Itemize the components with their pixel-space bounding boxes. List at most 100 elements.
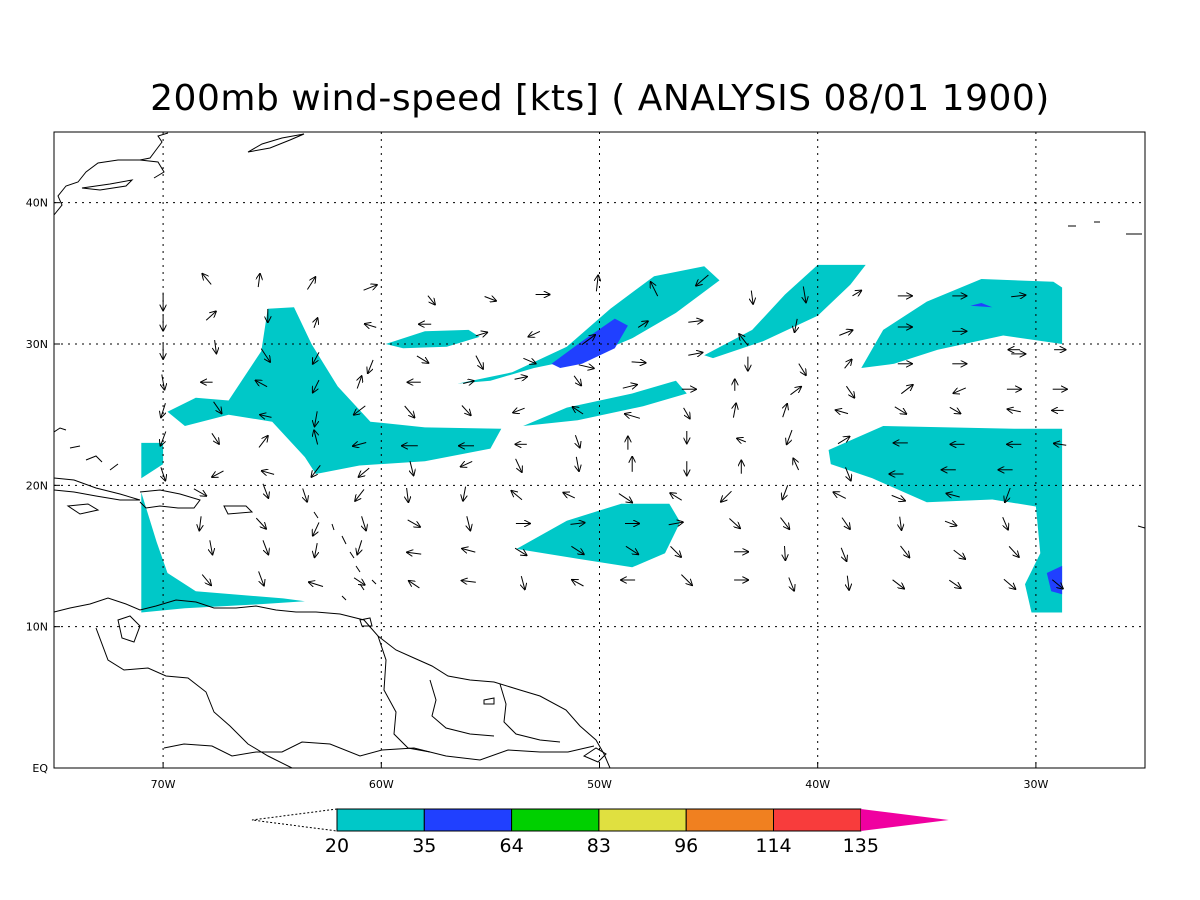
lon-tick-label: 60W (369, 778, 394, 791)
wind-vector (461, 581, 476, 583)
wind-vector (1003, 578, 1016, 589)
wind-vector (315, 543, 318, 557)
wind-vector (631, 362, 646, 363)
contour-35-64kt-1 (970, 303, 993, 308)
wind-vector (837, 437, 850, 445)
wind-vector (835, 410, 849, 414)
lat-tick-label: EQ (32, 762, 48, 775)
wind-vector (670, 493, 682, 501)
wind-vector (410, 461, 414, 475)
wind-vector (475, 355, 483, 370)
long-island (81, 179, 134, 191)
contour-20-35kt-1 (385, 329, 480, 349)
wind-vector (798, 363, 806, 376)
nova-scotia (247, 133, 305, 153)
wind-vector (670, 546, 682, 557)
wind-vector (212, 470, 224, 477)
wind-vector (353, 443, 367, 447)
wind-vector (622, 385, 637, 389)
wind-vector (404, 405, 415, 418)
wind-vector (618, 493, 633, 503)
wind-vector (306, 277, 315, 290)
wind-vectors (160, 274, 1067, 591)
wind-vector (949, 579, 961, 588)
wind-vector (839, 330, 853, 336)
brazil-border (163, 741, 595, 761)
contour-20-35kt-7 (516, 503, 681, 568)
wind-vector (625, 414, 641, 419)
wind-vector (1011, 295, 1025, 297)
wind-vector (358, 467, 370, 477)
wind-vector (262, 540, 268, 554)
wind-vector (161, 467, 166, 481)
wind-vector (262, 471, 275, 475)
wind-vector (845, 385, 854, 398)
wind-vector (953, 387, 966, 393)
wind-vector (894, 406, 907, 414)
wind-vector (255, 380, 268, 388)
colorbar-swatch (423, 808, 513, 832)
wind-vector (511, 491, 523, 501)
wind-vector (528, 330, 541, 336)
colorbar-swatch (336, 808, 425, 832)
lat-tick-label: 30N (26, 338, 48, 351)
wind-vector (1054, 443, 1067, 445)
us-east-coast (54, 132, 169, 216)
wind-vector (571, 545, 584, 554)
wind-vector (696, 274, 709, 286)
colorbar-swatch (598, 808, 687, 832)
coastlines (54, 132, 1145, 768)
wind-vector (1005, 487, 1011, 502)
wind-vector (729, 518, 740, 529)
colorbar-swatch (511, 808, 600, 832)
wind-vector (900, 545, 910, 558)
wind-vector (793, 458, 800, 471)
wind-vector (362, 516, 367, 530)
contour-35-64kt-0 (551, 318, 628, 368)
wind-vector (733, 403, 736, 418)
wind-vector (521, 575, 525, 590)
wind-vector (651, 282, 659, 297)
wind-vector (258, 571, 264, 585)
wind-vector (407, 552, 422, 554)
hispaniola (139, 489, 201, 509)
wind-vector (313, 352, 320, 364)
marajo (582, 747, 607, 763)
contour-20-35kt-8 (141, 442, 164, 479)
wind-vector (205, 311, 216, 321)
wind-vector (570, 523, 585, 525)
wind-vector (572, 580, 584, 587)
wind-vector (309, 582, 324, 587)
wind-vector (688, 353, 702, 356)
cape-verde-edge (1137, 525, 1145, 529)
wind-vector (461, 460, 473, 466)
colorbar-over-triangle (860, 809, 949, 831)
wind-vector (368, 359, 374, 374)
lon-tick-label: 70W (151, 778, 176, 791)
wind-vector (484, 297, 497, 302)
lat-tick-label: 10N (26, 621, 48, 634)
wind-vector (357, 540, 362, 554)
wind-vector (737, 438, 746, 442)
wind-vector (514, 547, 527, 555)
french-guiana-border (499, 683, 561, 743)
wind-vector (844, 359, 852, 369)
wind-vector (576, 456, 579, 471)
wind-vector (314, 318, 318, 328)
colorbar-level-label: 135 (843, 835, 879, 857)
wind-vector (845, 467, 851, 481)
wind-vector (944, 521, 957, 526)
wind-vector (790, 387, 802, 396)
wind-vector (900, 516, 902, 531)
bahamas-2 (85, 455, 103, 463)
wind-vector (681, 574, 692, 586)
wind-vector (467, 516, 471, 530)
cape-cod (139, 159, 165, 179)
wind-vector (315, 411, 318, 426)
lesser-antilles (313, 511, 377, 601)
wind-vector (892, 579, 905, 589)
wind-vector (255, 517, 266, 529)
wind-vector (513, 408, 525, 413)
chart-title: 200mb wind-speed [kts] ( ANALYSIS 08/01 … (150, 78, 1050, 119)
